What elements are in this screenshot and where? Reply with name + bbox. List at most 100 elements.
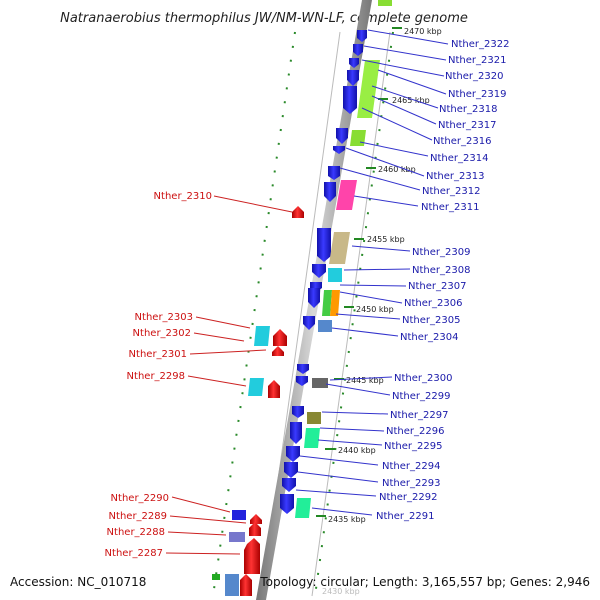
forward-gene-arrow[interactable]	[296, 376, 308, 386]
feature-box	[318, 320, 332, 332]
accession-text: Accession: NC_010718	[10, 575, 146, 589]
feature-box	[328, 268, 342, 282]
reverse-gene-arrow[interactable]	[292, 206, 304, 218]
feature-box	[229, 532, 245, 542]
forward-gene-arrow[interactable]	[284, 462, 298, 478]
gene-label[interactable]: Nther_2301	[129, 349, 187, 360]
feature-box	[212, 574, 220, 580]
gene-label[interactable]: Nther_2312	[422, 186, 480, 197]
feature-box	[312, 378, 328, 388]
left-outer-track	[212, 31, 296, 597]
gene-label[interactable]: Nther_2313	[426, 171, 484, 182]
gene-label[interactable]: Nther_2316	[433, 136, 491, 147]
gene-label[interactable]: Nther_2305	[402, 315, 460, 326]
kbp-label: 2440 kbp	[338, 446, 376, 455]
gene-label[interactable]: Nther_2298	[127, 371, 185, 382]
forward-gene-arrow[interactable]	[282, 478, 296, 492]
gene-label[interactable]: Nther_2314	[430, 153, 488, 164]
reverse-gene-arrow[interactable]	[268, 380, 280, 398]
gene-label[interactable]: Nther_2318	[439, 104, 497, 115]
forward-gene-arrow[interactable]	[312, 264, 326, 278]
reverse-gene-arrow[interactable]	[249, 522, 261, 536]
feature-box	[225, 574, 239, 596]
kbp-label: 2460 kbp	[378, 165, 416, 174]
feature-box	[322, 290, 332, 316]
reverse-gene-arrow[interactable]	[244, 538, 260, 574]
forward-gene-arrow[interactable]	[328, 166, 340, 180]
feature-box	[254, 326, 270, 346]
gene-label[interactable]: Nther_2306	[404, 298, 462, 309]
forward-gene-arrow[interactable]	[324, 182, 336, 202]
forward-gene-arrow[interactable]	[317, 228, 331, 262]
feature-box	[336, 180, 357, 210]
gene-label[interactable]: Nther_2322	[451, 39, 509, 50]
reverse-genes	[240, 206, 304, 596]
gene-label[interactable]: Nther_2296	[386, 426, 444, 437]
forward-gene-arrow[interactable]	[303, 316, 315, 330]
feature-box	[329, 232, 350, 264]
reverse-gene-arrow[interactable]	[240, 574, 252, 596]
kbp-label: 2470 kbp	[404, 27, 442, 36]
gene-label[interactable]: Nther_2297	[390, 410, 448, 421]
gene-label[interactable]: Nther_2311	[421, 202, 479, 213]
gene-label[interactable]: Nther_2292	[379, 492, 437, 503]
feature-box	[357, 60, 380, 118]
gene-label[interactable]: Nther_2310	[154, 191, 212, 202]
gene-label[interactable]: Nther_2293	[382, 478, 440, 489]
gene-label[interactable]: Nther_2300	[394, 373, 452, 384]
reverse-gene-arrow[interactable]	[273, 329, 287, 346]
gene-label[interactable]: Nther_2303	[135, 312, 193, 323]
forward-gene-arrow[interactable]	[349, 58, 359, 68]
forward-gene-arrow[interactable]	[343, 86, 357, 114]
right-label-leaders	[295, 29, 449, 516]
left-label-leaders	[165, 195, 293, 555]
gene-label[interactable]: Nther_2304	[400, 332, 458, 343]
gene-label[interactable]: Nther_2320	[445, 71, 503, 82]
gene-label[interactable]: Nther_2290	[111, 493, 169, 504]
kbp-label: 2465 kbp	[392, 96, 430, 105]
forward-gene-arrow[interactable]	[353, 44, 363, 56]
kbp-label: 2430 kbp	[322, 587, 360, 596]
forward-gene-arrow[interactable]	[347, 70, 359, 86]
feature-box	[378, 0, 392, 6]
genome-title: Natranaerobius thermophilus JW/NM-WN-LF,…	[60, 11, 468, 26]
feature-box	[307, 412, 321, 424]
kbp-scale: 2470 kbp 2465 kbp 2460 kbp 2455 kbp 2450…	[316, 27, 442, 596]
feature-box	[330, 290, 340, 316]
gene-label[interactable]: Nther_2302	[133, 328, 191, 339]
feature-box	[350, 130, 366, 146]
forward-gene-arrow[interactable]	[357, 30, 367, 42]
feature-box	[232, 510, 246, 520]
gene-label[interactable]: Nther_2317	[438, 120, 496, 131]
left-gene-labels: Nther_2310 Nther_2303 Nther_2302 Nther_2…	[105, 191, 212, 559]
gene-label[interactable]: Nther_2288	[107, 527, 165, 538]
gene-label[interactable]: Nther_2299	[392, 391, 450, 402]
gene-label[interactable]: Nther_2294	[382, 461, 440, 472]
feature-boxes-left	[212, 326, 270, 596]
forward-gene-arrow[interactable]	[286, 446, 300, 462]
gene-label[interactable]: Nther_2295	[384, 441, 442, 452]
forward-gene-arrow[interactable]	[280, 494, 294, 514]
right-inner-track	[311, 31, 391, 597]
forward-gene-arrow[interactable]	[308, 288, 320, 308]
kbp-label: 2445 kbp	[346, 376, 384, 385]
gene-label[interactable]: Nther_2289	[109, 511, 167, 522]
gene-label[interactable]: Nther_2321	[448, 55, 506, 66]
forward-gene-arrow[interactable]	[290, 422, 302, 444]
reverse-gene-arrow[interactable]	[272, 346, 284, 356]
gene-label[interactable]: Nther_2319	[448, 89, 506, 100]
reverse-gene-arrow[interactable]	[250, 514, 262, 524]
forward-gene-arrow[interactable]	[297, 364, 309, 374]
gene-label[interactable]: Nther_2308	[412, 265, 470, 276]
topology-text: Topology: circular; Length: 3,165,557 bp…	[259, 575, 590, 589]
forward-gene-arrow[interactable]	[333, 146, 345, 154]
gene-label[interactable]: Nther_2307	[408, 281, 466, 292]
gene-label[interactable]: Nther_2309	[412, 247, 470, 258]
forward-gene-arrow[interactable]	[292, 406, 304, 418]
gene-label[interactable]: Nther_2287	[105, 548, 163, 559]
gene-label[interactable]: Nther_2291	[376, 511, 434, 522]
feature-box	[295, 498, 311, 518]
forward-gene-arrow[interactable]	[336, 128, 348, 144]
